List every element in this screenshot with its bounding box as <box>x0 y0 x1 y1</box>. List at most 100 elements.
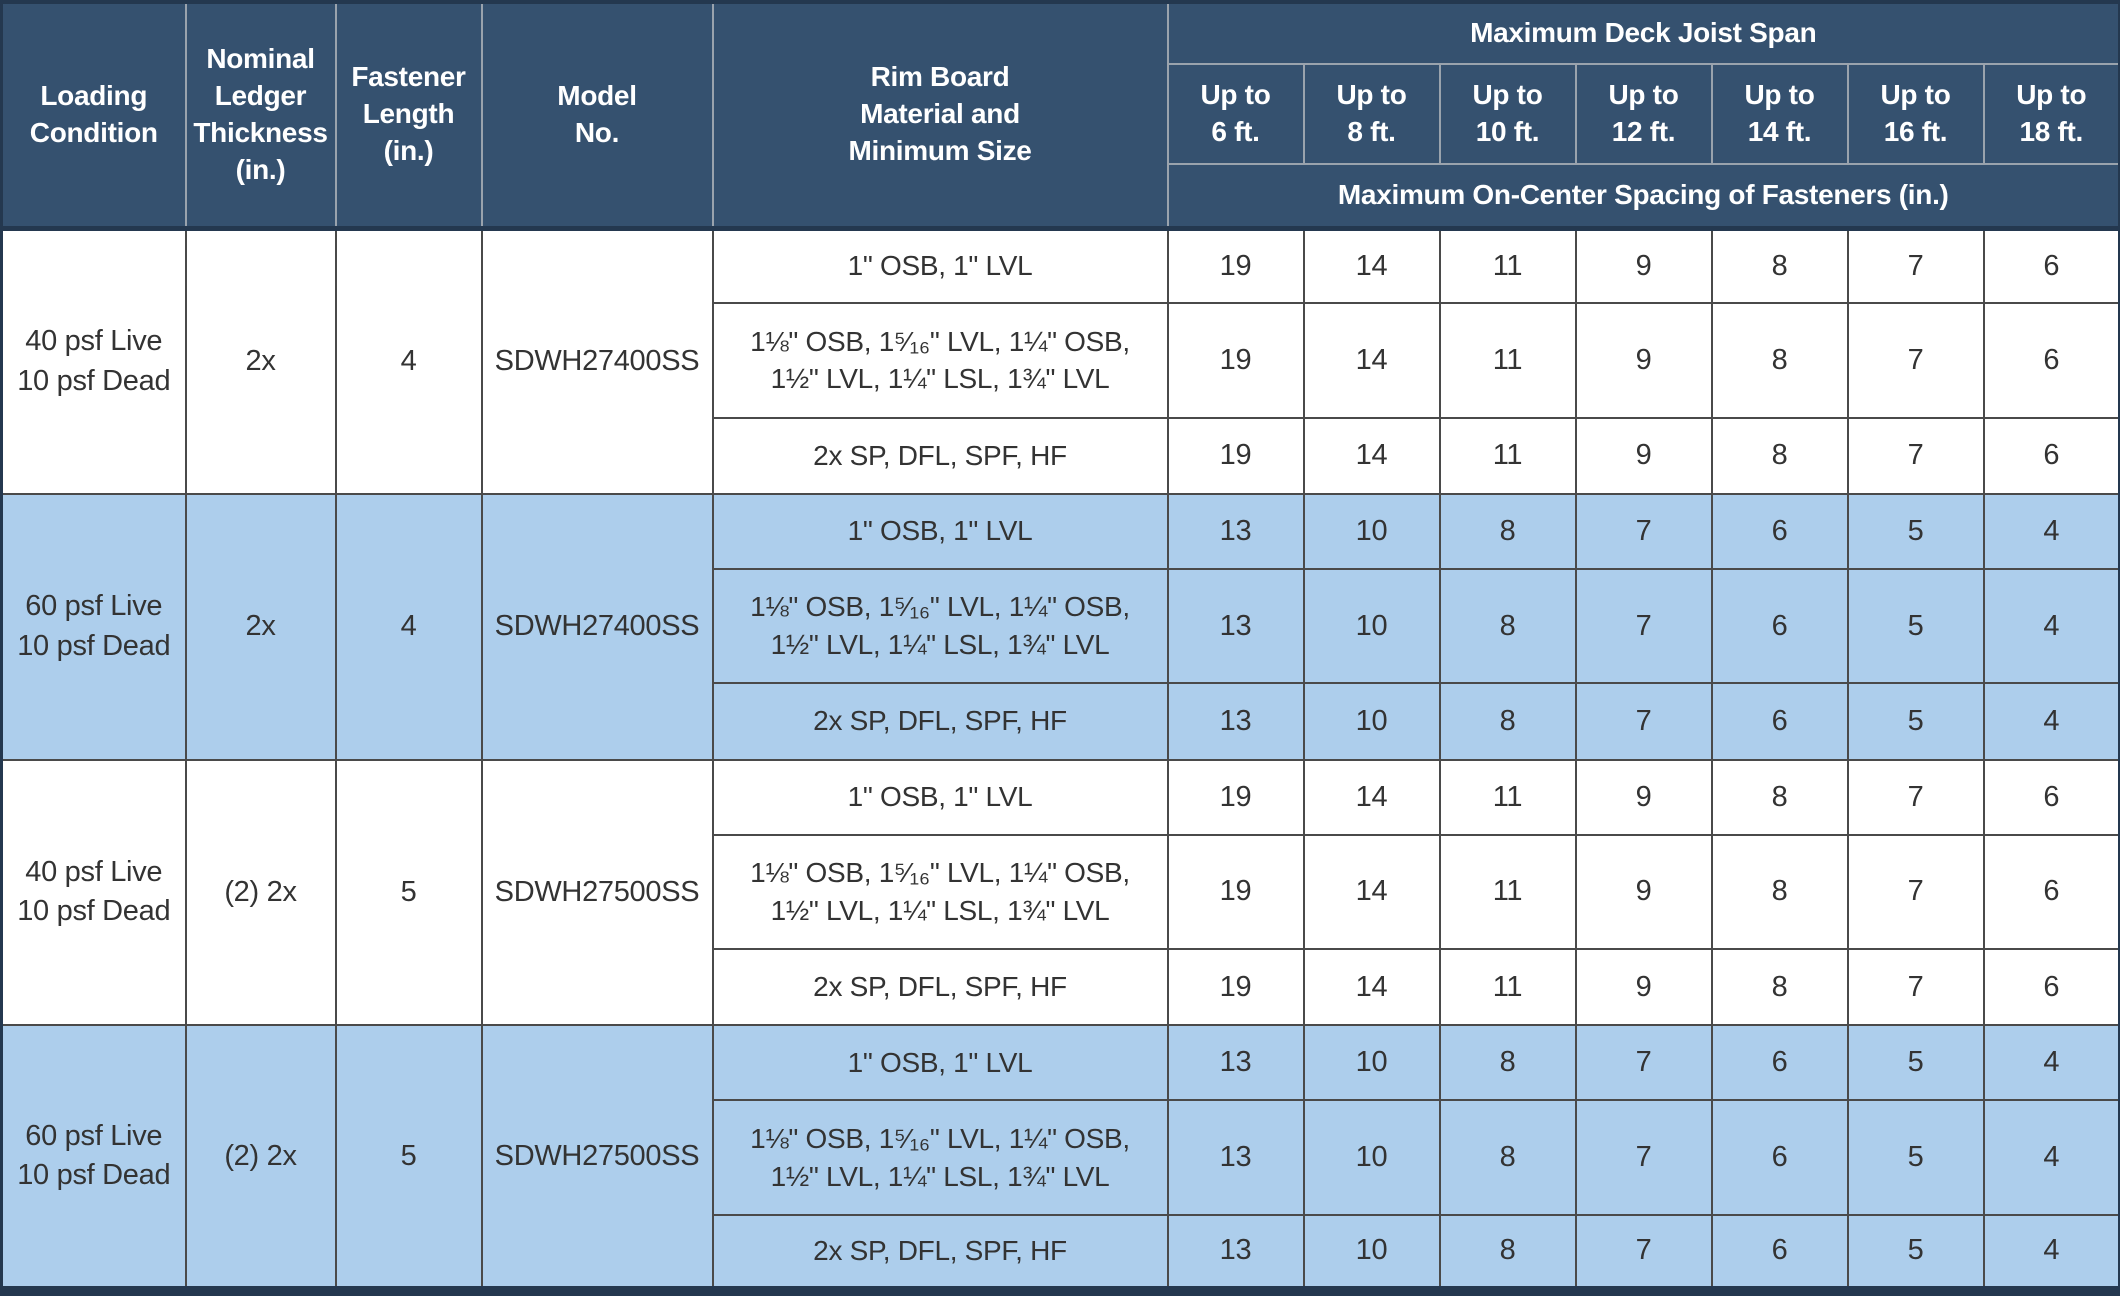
spacing-value-cell: 9 <box>1574 758 1713 836</box>
table-row: 1⅛" OSB, 1⁵⁄₁₆" LVL, 1¼" OSB, 1½" LVL, 1… <box>2 833 2120 951</box>
spacing-value-cell: 6 <box>1710 1213 1849 1293</box>
ledger-thickness-cell: (2) 2x <box>184 1024 337 1292</box>
fastener-length-cell: 5 <box>334 758 483 1027</box>
spacing-value-cell: 8 <box>1710 948 1849 1027</box>
spacing-value-cell: 14 <box>1302 226 1441 305</box>
spacing-value-cell: 19 <box>1166 833 1305 951</box>
spacing-value-cell: 10 <box>1302 567 1441 685</box>
rim-board-cell: 2x SP, DFL, SPF, HF <box>711 682 1169 761</box>
loading-condition-cell: 40 psf Live 10 psf Dead <box>0 758 187 1027</box>
rim-board-cell: 1" OSB, 1" LVL <box>711 1024 1169 1102</box>
spacing-value-cell: 11 <box>1438 758 1577 836</box>
spacing-value-cell: 4 <box>1982 567 2120 685</box>
fastener-length-cell: 5 <box>334 1024 483 1292</box>
rim-board-cell: 1" OSB, 1" LVL <box>711 492 1169 570</box>
table-row: 60 psf Live 10 psf Dead 2x 4 SDWH27400SS… <box>0 492 2120 761</box>
spacing-value-cell: 7 <box>1574 1213 1713 1293</box>
rim-board-cell: 1⅛" OSB, 1⁵⁄₁₆" LVL, 1¼" OSB, 1½" LVL, 1… <box>711 833 1169 951</box>
group-60psf-sdwh27500ss: 60 psf Live 10 psf Dead (2) 2x 5 SDWH275… <box>0 1024 2120 1293</box>
spacing-value-cell: 19 <box>1166 758 1305 836</box>
group-60psf-sdwh27400ss: 60 psf Live 10 psf Dead 2x 4 SDWH27400SS… <box>0 492 2120 761</box>
group-40psf-sdwh27400ss: 40 psf Live 10 psf Dead 2x 4 SDWH27400SS… <box>0 226 2120 495</box>
rim-board-cell: 1⅛" OSB, 1⁵⁄₁₆" LVL, 1¼" OSB, 1½" LVL, 1… <box>711 1099 1169 1216</box>
spacing-value-cell: 9 <box>1574 833 1713 951</box>
rim-board-cell: 1⅛" OSB, 1⁵⁄₁₆" LVL, 1¼" OSB, 1½" LVL, 1… <box>711 567 1169 685</box>
header-ledger-thickness: Nominal Ledger Thickness (in.) <box>184 1 337 231</box>
spacing-value-cell: 8 <box>1438 682 1577 761</box>
spacing-value-cell: 10 <box>1302 1099 1441 1216</box>
header-col-up-to-14ft: Up to 14 ft. <box>1710 63 1849 165</box>
spacing-value-cell: 8 <box>1438 567 1577 685</box>
spacing-value-cell: 5 <box>1846 492 1985 570</box>
spacing-value-cell: 9 <box>1574 416 1713 495</box>
spacing-value-cell: 8 <box>1710 416 1849 495</box>
header-row-span-title: Loading Condition Nominal Ledger Thickne… <box>0 1 2120 231</box>
header-loading-condition: Loading Condition <box>0 1 187 231</box>
spacing-value-cell: 11 <box>1438 833 1577 951</box>
spacing-value-cell: 4 <box>1982 682 2120 761</box>
spacing-value-cell: 13 <box>1166 492 1305 570</box>
spacing-value-cell: 7 <box>1846 833 1985 951</box>
table-row: 60 psf Live 10 psf Dead (2) 2x 5 SDWH275… <box>0 1024 2120 1292</box>
ledger-thickness-cell: 2x <box>184 492 337 761</box>
header-col-up-to-10ft: Up to 10 ft. <box>1438 63 1577 165</box>
spacing-value-cell: 6 <box>1982 833 2120 951</box>
header-row-spacing-title: Maximum On-Center Spacing of Fasteners (… <box>2 163 2120 231</box>
spacing-value-cell: 4 <box>1982 1099 2120 1216</box>
header-row-span-columns: Up to 6 ft. Up to 8 ft. Up to 10 ft. Up … <box>2 63 2120 165</box>
spacing-value-cell: 8 <box>1710 226 1849 305</box>
spacing-value-cell: 11 <box>1438 302 1577 419</box>
spacing-value-cell: 5 <box>1846 567 1985 685</box>
spacing-value-cell: 8 <box>1710 833 1849 951</box>
spacing-value-cell: 19 <box>1166 302 1305 419</box>
spacing-value-cell: 19 <box>1166 416 1305 495</box>
table-header: Loading Condition Nominal Ledger Thickne… <box>0 1 2120 231</box>
spacing-value-cell: 6 <box>1982 948 2120 1027</box>
spacing-value-cell: 7 <box>1846 416 1985 495</box>
spacing-value-cell: 7 <box>1574 1099 1713 1216</box>
table-row: 1⅛" OSB, 1⁵⁄₁₆" LVL, 1¼" OSB, 1½" LVL, 1… <box>2 302 2120 419</box>
spacing-value-cell: 13 <box>1166 567 1305 685</box>
spacing-value-cell: 6 <box>1710 1099 1849 1216</box>
rim-board-cell: 2x SP, DFL, SPF, HF <box>711 416 1169 495</box>
spacing-value-cell: 8 <box>1710 758 1849 836</box>
spacing-value-cell: 6 <box>1710 567 1849 685</box>
spacing-value-cell: 6 <box>1710 1024 1849 1102</box>
header-model-no: Model No. <box>480 1 714 231</box>
spacing-value-cell: 7 <box>1574 682 1713 761</box>
spacing-value-cell: 14 <box>1302 948 1441 1027</box>
table-row: 2x SP, DFL, SPF, HF 19 14 11 9 8 7 6 <box>2 416 2120 495</box>
spacing-value-cell: 7 <box>1846 948 1985 1027</box>
model-no-cell: SDWH27500SS <box>480 758 714 1027</box>
spacing-value-cell: 6 <box>1710 682 1849 761</box>
rim-board-cell: 2x SP, DFL, SPF, HF <box>711 948 1169 1027</box>
table-row: 1⅛" OSB, 1⁵⁄₁₆" LVL, 1¼" OSB, 1½" LVL, 1… <box>2 567 2120 685</box>
header-rim-board: Rim Board Material and Minimum Size <box>711 1 1169 231</box>
spacing-value-cell: 13 <box>1166 1024 1305 1102</box>
spacing-value-cell: 11 <box>1438 416 1577 495</box>
spacing-value-cell: 9 <box>1574 302 1713 419</box>
spacing-value-cell: 14 <box>1302 416 1441 495</box>
spacing-value-cell: 5 <box>1846 1099 1985 1216</box>
header-col-up-to-16ft: Up to 16 ft. <box>1846 63 1985 165</box>
spacing-value-cell: 7 <box>1846 302 1985 419</box>
fastener-length-cell: 4 <box>334 492 483 761</box>
spacing-value-cell: 14 <box>1302 833 1441 951</box>
group-40psf-sdwh27500ss: 40 psf Live 10 psf Dead (2) 2x 5 SDWH275… <box>0 758 2120 1027</box>
ledger-thickness-cell: (2) 2x <box>184 758 337 1027</box>
spacing-value-cell: 5 <box>1846 1024 1985 1102</box>
spacing-value-cell: 9 <box>1574 948 1713 1027</box>
header-on-center-spacing: Maximum On-Center Spacing of Fasteners (… <box>1166 163 2120 231</box>
loading-condition-cell: 60 psf Live 10 psf Dead <box>0 1024 187 1292</box>
spacing-value-cell: 11 <box>1438 226 1577 305</box>
spacing-value-cell: 13 <box>1166 1099 1305 1216</box>
spacing-value-cell: 19 <box>1166 226 1305 305</box>
spacing-value-cell: 10 <box>1302 682 1441 761</box>
spacing-value-cell: 5 <box>1846 1213 1985 1293</box>
ledger-thickness-cell: 2x <box>184 227 337 495</box>
header-col-up-to-8ft: Up to 8 ft. <box>1302 63 1441 165</box>
spacing-value-cell: 8 <box>1438 1099 1577 1216</box>
spacing-value-cell: 14 <box>1302 758 1441 836</box>
header-col-up-to-6ft: Up to 6 ft. <box>1166 63 1305 165</box>
